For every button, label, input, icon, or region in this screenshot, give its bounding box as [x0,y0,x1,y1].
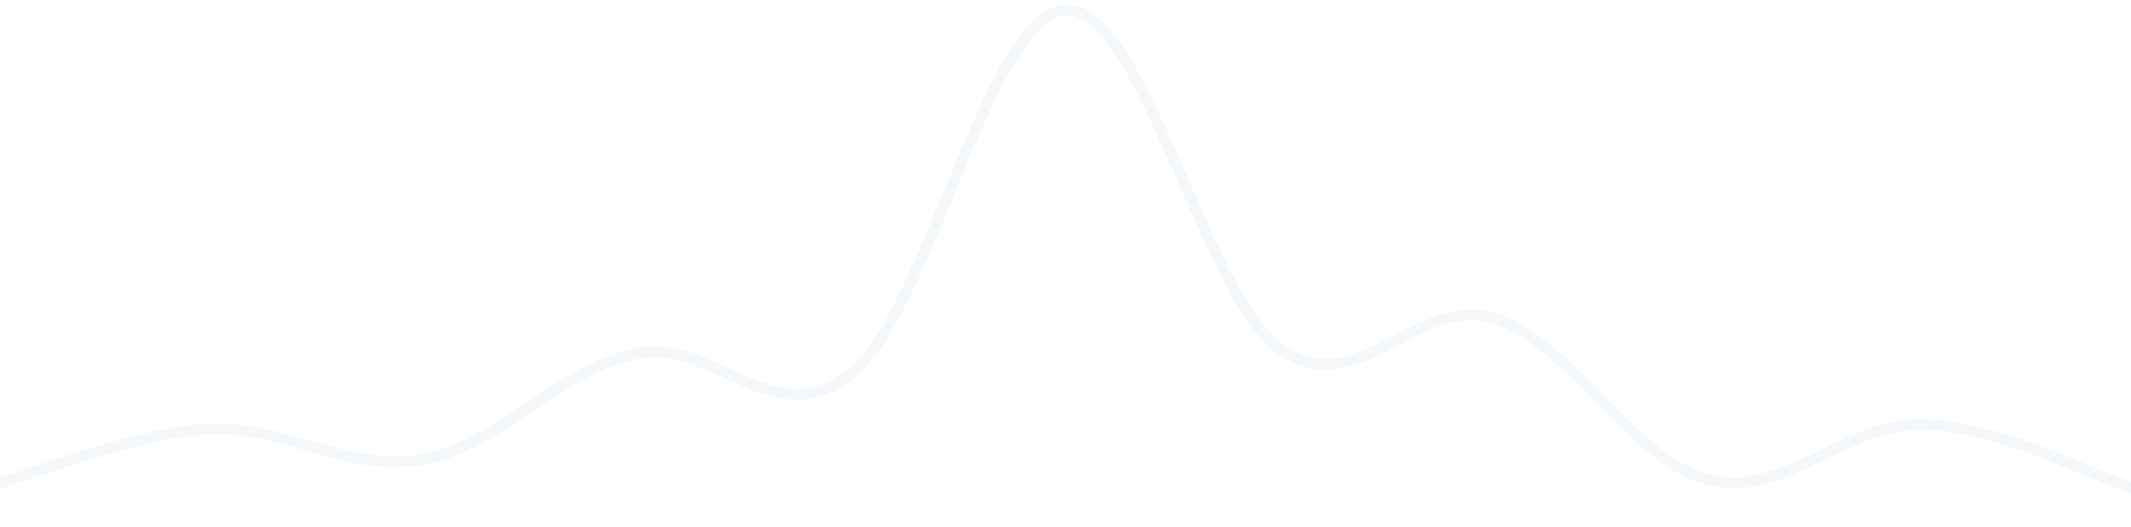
series-line [0,4,2131,494]
